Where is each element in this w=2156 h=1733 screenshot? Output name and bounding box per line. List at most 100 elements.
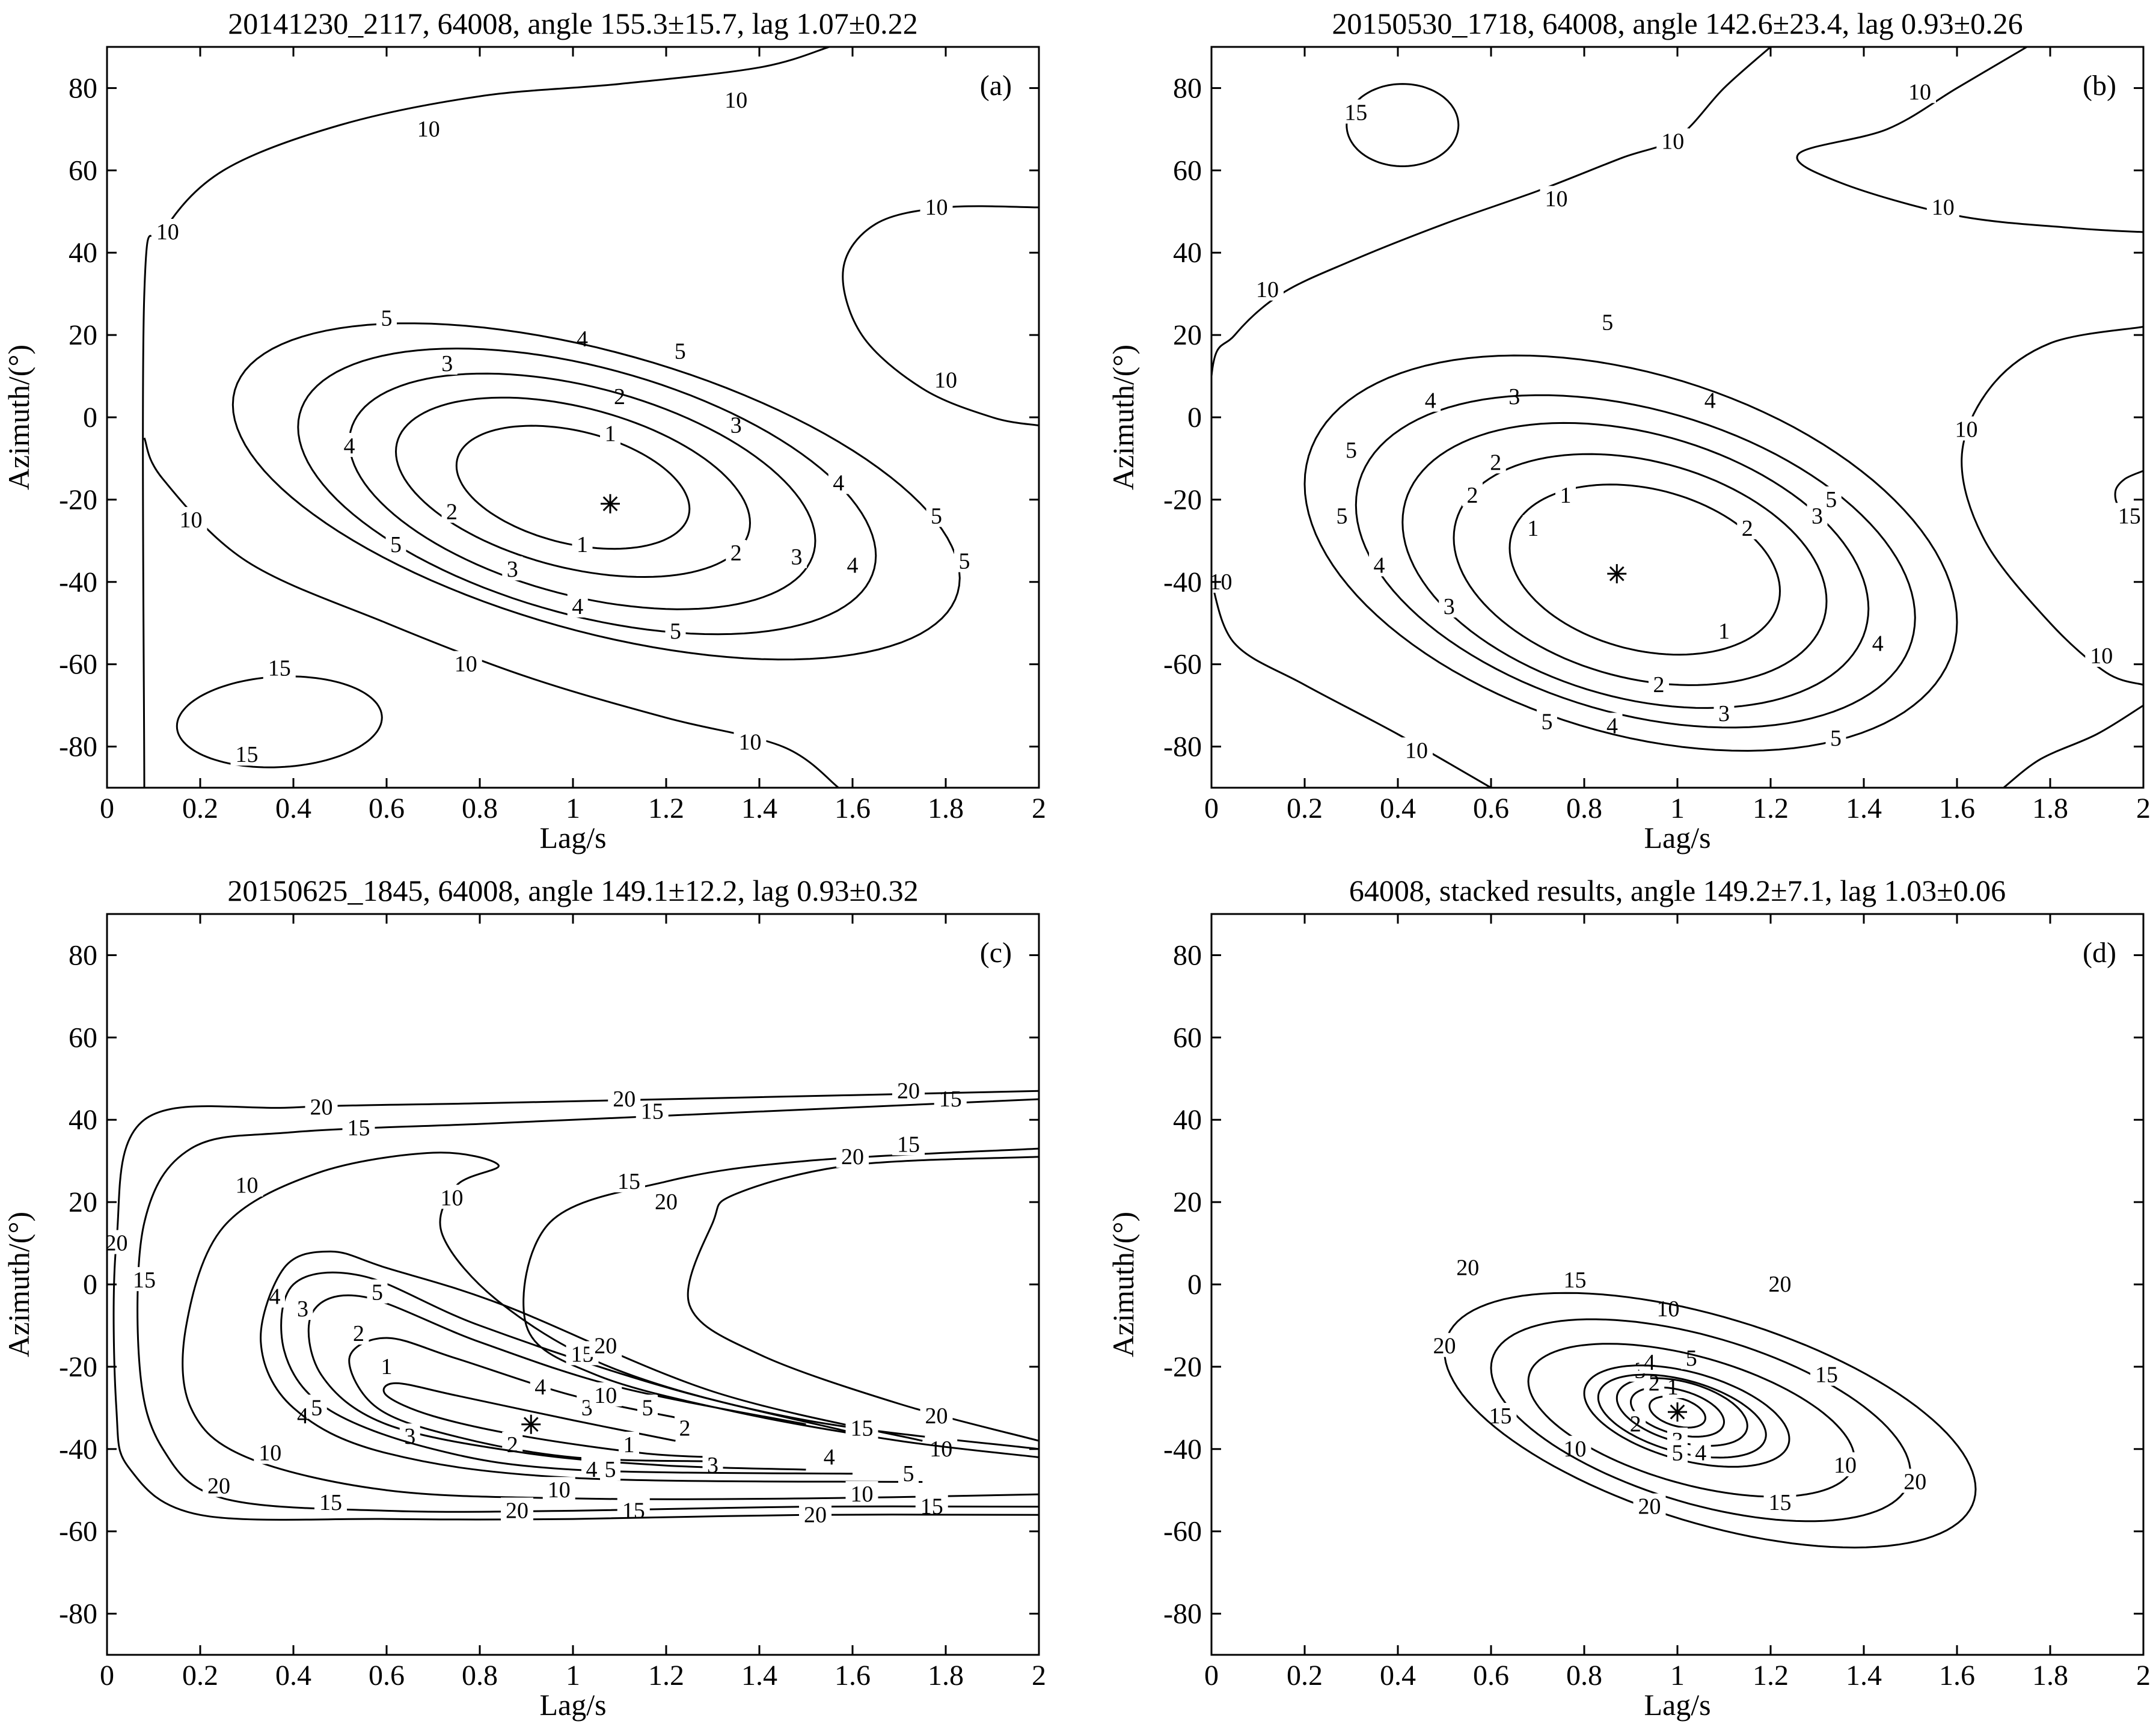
contour-label-bg <box>1485 449 1506 474</box>
x-tick-label: 0.2 <box>1287 793 1323 824</box>
x-axis-label: Lag/s <box>539 1688 606 1722</box>
contour-label-bg <box>1428 1333 1461 1357</box>
best-fit-marker <box>521 1414 541 1434</box>
contour-label: 20 <box>804 1502 827 1527</box>
contour-label: 3 <box>404 1424 415 1449</box>
contour-label: 4 <box>586 1457 598 1482</box>
contour-label: 2 <box>1467 483 1478 508</box>
contour-label: 20 <box>925 1403 948 1429</box>
contour-line-1 <box>1648 1395 1707 1429</box>
contour-label: 20 <box>594 1334 617 1359</box>
contour-label-bg <box>412 115 445 140</box>
y-tick-label: -60 <box>1163 649 1202 681</box>
contour-label: 15 <box>1564 1268 1587 1293</box>
best-fit-marker-stroke <box>523 1417 539 1432</box>
contour-label-bg <box>1211 568 1237 593</box>
contour-label-bg <box>1558 1435 1591 1460</box>
x-tick-label: 0.6 <box>1473 793 1509 824</box>
x-tick-label: 1 <box>566 793 580 824</box>
x-tick-label: 1.4 <box>1846 1660 1882 1692</box>
y-tick-label: -20 <box>59 1351 97 1383</box>
y-axis-label: Azimuth/(°) <box>1106 1212 1140 1357</box>
contour-label: 4 <box>1644 1350 1655 1375</box>
contour-group: 122334455101010151515152020202020 <box>1428 1254 1977 1549</box>
contour-label: 4 <box>824 1444 835 1470</box>
panel-title: 20141230_2117, 64008, angle 155.3±15.7, … <box>228 7 917 40</box>
y-tick-label: -40 <box>59 1434 97 1465</box>
contour-label: 10 <box>851 1482 874 1507</box>
contour-label-bg <box>1537 708 1557 733</box>
contour-label: 4 <box>534 1375 546 1400</box>
contour-label-bg <box>720 87 753 111</box>
x-tick-label: 0.2 <box>182 793 218 824</box>
contour-line-4 <box>280 1271 853 1475</box>
contour-label: 10 <box>1932 195 1955 220</box>
contour-label: 1 <box>623 1432 635 1458</box>
contour-label: 1 <box>1718 619 1730 644</box>
contour-label: 2 <box>1649 1370 1660 1396</box>
contour-label: 1 <box>1560 483 1572 508</box>
x-tick-label: 1.2 <box>1753 793 1789 824</box>
x-tick-label: 2 <box>1032 1660 1046 1692</box>
contour-line-15 <box>176 675 383 768</box>
x-tick-label: 0.6 <box>369 793 405 824</box>
x-tick-label: 1.2 <box>648 793 684 824</box>
contour-label-bg <box>675 1415 695 1440</box>
contour-label: 20 <box>1638 1494 1661 1520</box>
x-tick-label: 2 <box>2136 793 2151 824</box>
contour-label-bg <box>385 532 406 556</box>
x-tick-label: 0.4 <box>275 1660 311 1692</box>
contour-label-bg <box>314 1489 347 1514</box>
contour-label: 2 <box>1653 672 1665 698</box>
contour-label: 5 <box>642 1395 654 1420</box>
contour-line-15 <box>1490 1318 1912 1523</box>
contour-label-bg <box>265 1283 285 1308</box>
contour-label-bg <box>305 1094 338 1118</box>
contour-label: 20 <box>310 1095 333 1120</box>
y-tick-label: 0 <box>83 1269 97 1301</box>
contour-label: 5 <box>1337 503 1348 529</box>
x-tick-label: 0 <box>100 1660 114 1692</box>
y-tick-label: -60 <box>1163 1516 1202 1548</box>
x-tick-label: 1.8 <box>2032 1660 2068 1692</box>
y-tick-label: -40 <box>1163 566 1202 598</box>
contour-label-bg <box>1369 552 1389 577</box>
contour-label-bg <box>915 1493 948 1518</box>
contour-label: 2 <box>679 1416 691 1441</box>
contour-label: 15 <box>133 1268 156 1293</box>
contour-line-10 <box>182 1152 1039 1500</box>
contour-label-bg <box>842 552 863 577</box>
contour-label-bg <box>501 1497 533 1522</box>
x-tick-label: 1.6 <box>835 793 871 824</box>
contour-label: 4 <box>344 434 355 459</box>
x-tick-label: 0.8 <box>462 793 498 824</box>
contour-label-bg <box>1950 416 1983 441</box>
contour-line-10 <box>1796 47 2143 233</box>
contour-label: 3 <box>707 1453 718 1478</box>
contour-label: 10 <box>441 1185 464 1210</box>
contour-label: 1 <box>577 532 588 557</box>
contour-label: 3 <box>1718 701 1730 726</box>
contour-label: 5 <box>959 549 970 574</box>
x-tick-label: 2 <box>2136 1660 2151 1692</box>
contour-line-3 <box>348 372 816 610</box>
contour-label-bg <box>1420 387 1441 412</box>
contour-label: 10 <box>1256 277 1279 302</box>
best-fit-marker-stroke <box>1670 1404 1685 1420</box>
contour-label: 4 <box>572 594 583 619</box>
contour-label: 2 <box>1490 450 1501 475</box>
contour-line-1 <box>1508 483 1781 656</box>
contour-label-bg <box>926 503 947 527</box>
contour-label-bg <box>1555 482 1576 507</box>
contour-label: 20 <box>1456 1256 1479 1281</box>
contour-label-bg <box>1867 630 1888 655</box>
contour-label: 10 <box>594 1383 617 1408</box>
contour-label: 10 <box>1908 79 1931 105</box>
y-tick-label: -20 <box>1163 1351 1202 1383</box>
contour-label: 15 <box>268 656 291 681</box>
x-tick-label: 1.6 <box>1939 793 1975 824</box>
x-tick-label: 0.2 <box>1287 1660 1323 1692</box>
x-tick-label: 1.6 <box>1939 1660 1975 1692</box>
plot-frame <box>1210 913 2145 1656</box>
